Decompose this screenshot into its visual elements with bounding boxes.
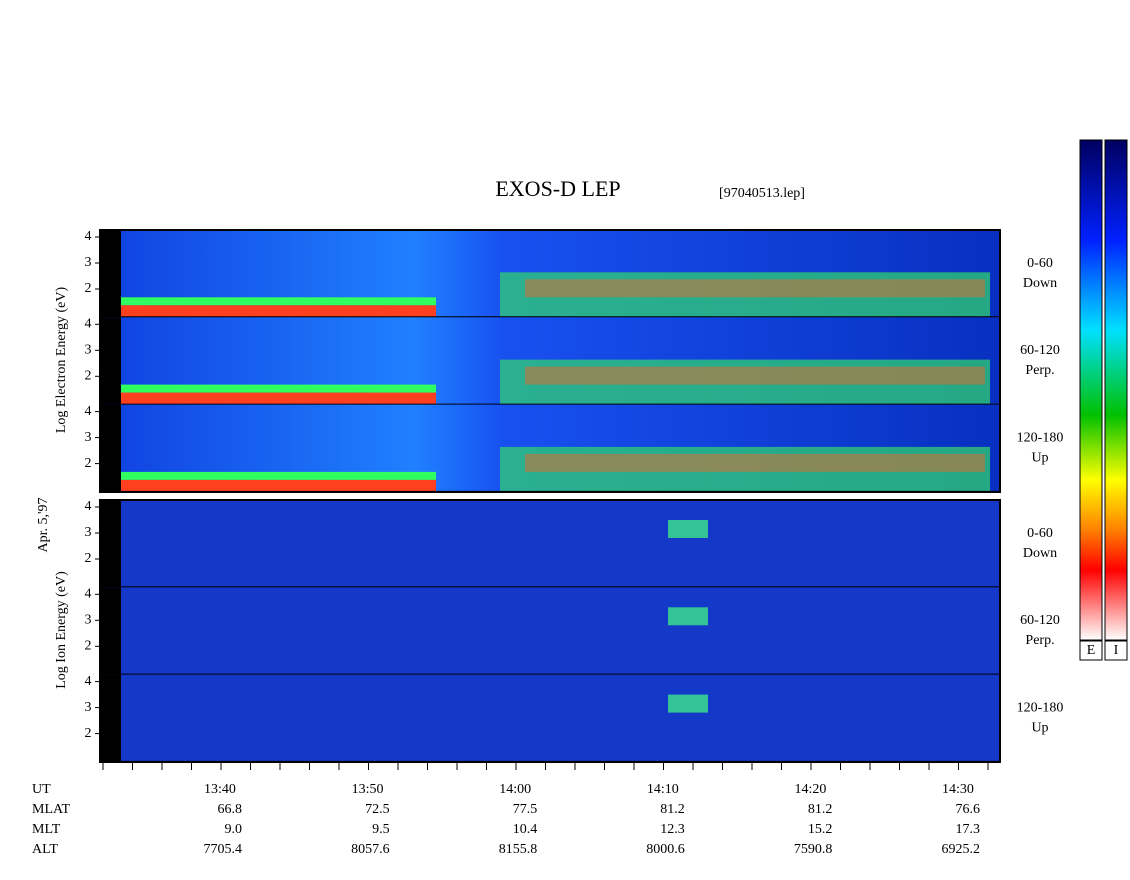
- y-tick-label: 4: [85, 587, 92, 602]
- x-tick-label: 14:10: [647, 782, 679, 797]
- pitch-angle: 60-120: [1020, 343, 1060, 358]
- colorbar-label-box: [1104, 640, 1128, 661]
- low-energy-band: [121, 392, 436, 405]
- ion-feature: [668, 607, 708, 626]
- row-value: 15.2: [808, 822, 833, 837]
- y-tick-label: 3: [85, 700, 92, 715]
- group-frame: [99, 229, 1001, 493]
- y-tick-label: 4: [85, 229, 92, 244]
- row-value: 7705.4: [204, 842, 243, 857]
- low-energy-band: [121, 471, 436, 480]
- row-value: 8057.6: [351, 842, 390, 857]
- row-value: 77.5: [513, 802, 538, 817]
- colorbar: [1079, 139, 1103, 641]
- row-value: 10.4: [513, 822, 538, 837]
- row-value: 6925.2: [942, 842, 981, 857]
- electron-axis-label: Log Electron Energy (eV): [54, 287, 69, 434]
- y-tick-label: 2: [85, 726, 92, 741]
- colorbar: [1104, 139, 1128, 641]
- y-tick-label: 2: [85, 456, 92, 471]
- ion-axis-label: Log Ion Energy (eV): [54, 571, 69, 689]
- y-tick-label: 3: [85, 613, 92, 628]
- pitch-angle: 120-180: [1017, 430, 1064, 445]
- y-tick-label: 4: [85, 674, 92, 689]
- activity-region: [525, 279, 985, 298]
- row-value: 81.2: [808, 802, 833, 817]
- direction: Perp.: [1025, 633, 1054, 648]
- y-tick-label: 3: [85, 430, 92, 445]
- row-label: MLT: [32, 822, 61, 837]
- row-value: 12.3: [660, 822, 685, 837]
- title: EXOS-D LEP: [495, 176, 620, 201]
- blank-strip: [100, 587, 121, 675]
- low-energy-band: [121, 384, 436, 393]
- row-value: 8000.6: [646, 842, 685, 857]
- blank-strip: [100, 500, 121, 588]
- direction: Down: [1023, 546, 1057, 561]
- direction: Down: [1023, 276, 1057, 291]
- activity-region: [525, 366, 985, 385]
- row-value: 7590.8: [794, 842, 833, 857]
- ion-feature: [668, 694, 708, 713]
- y-tick-label: 2: [85, 369, 92, 384]
- x-tick-label: 14:30: [942, 782, 974, 797]
- blank-strip: [100, 674, 121, 762]
- low-energy-band: [121, 297, 436, 306]
- direction: Up: [1031, 720, 1048, 735]
- low-energy-band: [121, 479, 436, 492]
- row-label: MLAT: [32, 802, 71, 817]
- y-tick-label: 4: [85, 499, 92, 514]
- x-tick-label: 13:40: [204, 782, 236, 797]
- direction: Perp.: [1025, 363, 1054, 378]
- row-value: 76.6: [956, 802, 981, 817]
- spectrogram-panel: [100, 674, 1000, 762]
- row-value: 9.5: [372, 822, 390, 837]
- row-label: UT: [32, 782, 51, 797]
- spectrogram-panel: [100, 500, 1000, 588]
- colorbar-label-box: [1079, 640, 1103, 661]
- row-value: 8155.8: [499, 842, 538, 857]
- row-value: 66.8: [218, 802, 243, 817]
- activity-region: [500, 272, 990, 318]
- low-energy-band: [121, 305, 436, 318]
- y-tick-label: 3: [85, 255, 92, 270]
- blank-strip: [100, 230, 121, 318]
- y-tick-label: 4: [85, 317, 92, 332]
- date: Apr. 5,'97: [36, 497, 51, 552]
- row-value: 17.3: [956, 822, 981, 837]
- blank-strip: [100, 317, 121, 405]
- row-value: 9.0: [225, 822, 243, 837]
- spectrogram-panel: [100, 587, 1000, 675]
- colorbar-label: E: [1087, 643, 1096, 658]
- x-tick-label: 13:50: [352, 782, 384, 797]
- activity-region: [500, 446, 990, 492]
- row-label: ALT: [32, 842, 58, 857]
- pitch-angle: 60-120: [1020, 613, 1060, 628]
- blank-strip: [100, 404, 121, 492]
- y-tick-label: 4: [85, 404, 92, 419]
- row-value: 81.2: [660, 802, 685, 817]
- activity-region: [525, 453, 985, 472]
- direction: Up: [1031, 450, 1048, 465]
- pitch-angle: 0-60: [1027, 526, 1053, 541]
- y-tick-label: 2: [85, 551, 92, 566]
- y-tick-label: 2: [85, 281, 92, 296]
- y-tick-label: 3: [85, 343, 92, 358]
- x-tick-label: 14:20: [794, 782, 826, 797]
- file-name: [97040513.lep]: [719, 186, 805, 201]
- row-value: 72.5: [365, 802, 390, 817]
- pitch-angle: 0-60: [1027, 256, 1053, 271]
- colorbar-label: I: [1114, 643, 1119, 658]
- x-tick-label: 14:00: [499, 782, 531, 797]
- activity-region: [500, 359, 990, 405]
- y-tick-label: 3: [85, 525, 92, 540]
- ion-feature: [668, 520, 708, 538]
- pitch-angle: 120-180: [1017, 700, 1064, 715]
- y-tick-label: 2: [85, 639, 92, 654]
